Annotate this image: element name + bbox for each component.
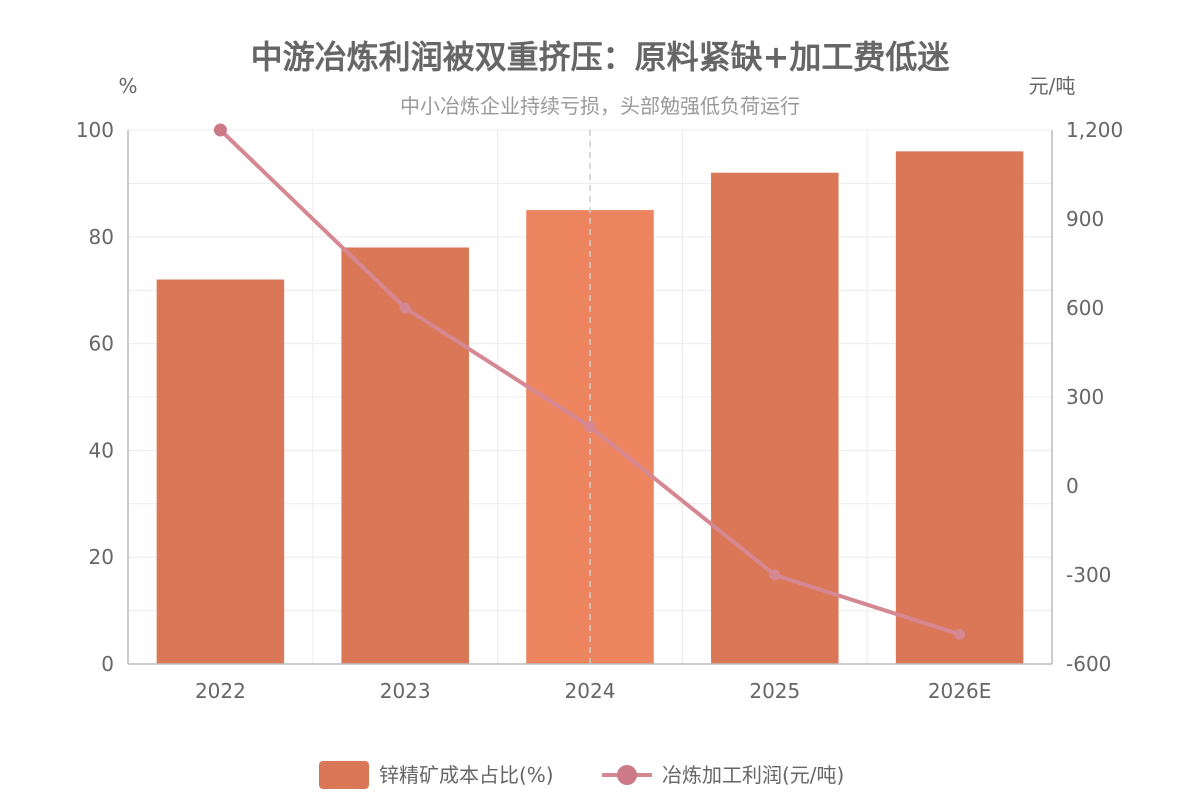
bar-2022 bbox=[156, 279, 285, 664]
right-tick-label: 600 bbox=[1066, 296, 1104, 320]
x-tick-label: 2024 bbox=[565, 679, 616, 703]
left-tick-label: 60 bbox=[89, 332, 114, 356]
left-axis-unit: % bbox=[118, 74, 137, 98]
x-tick-label: 2022 bbox=[195, 679, 246, 703]
legend-swatch-marker[interactable] bbox=[617, 765, 637, 785]
x-tick-label: 2023 bbox=[380, 679, 431, 703]
profit-point-2022 bbox=[213, 123, 227, 137]
left-tick-label: 100 bbox=[76, 118, 114, 142]
profit-point-2026E bbox=[954, 628, 966, 640]
left-tick-label: 80 bbox=[89, 225, 114, 249]
right-tick-label: 900 bbox=[1066, 207, 1104, 231]
legend[interactable]: 锌精矿成本占比(%) 冶炼加工利润(元/吨) bbox=[319, 761, 844, 789]
right-tick-label: -300 bbox=[1066, 563, 1111, 587]
x-tick-label: 2026E bbox=[928, 679, 992, 703]
right-tick-label: 1,200 bbox=[1066, 118, 1123, 142]
right-axis-unit: 元/吨 bbox=[1029, 74, 1076, 98]
legend-label-line[interactable]: 冶炼加工利润(元/吨) bbox=[662, 763, 844, 787]
x-tick-label: 2025 bbox=[749, 679, 800, 703]
right-tick-label: -600 bbox=[1066, 652, 1111, 676]
bar-2023 bbox=[341, 247, 469, 665]
line-series bbox=[213, 123, 966, 640]
left-tick-label: 20 bbox=[89, 545, 114, 569]
right-tick-label: 300 bbox=[1066, 385, 1104, 409]
bar-series bbox=[156, 130, 1024, 665]
legend-swatch-bar[interactable] bbox=[319, 761, 369, 789]
left-tick-label: 40 bbox=[89, 438, 114, 462]
axes: 0 20 40 60 80 100 -600 -300 0 300 600 900 1,200 2022 2… bbox=[76, 118, 1123, 703]
legend-label-bar[interactable]: 锌精矿成本占比(%) bbox=[379, 763, 554, 787]
profit-point-2023 bbox=[399, 302, 411, 314]
bar-2026E bbox=[895, 151, 1024, 665]
chart-subtitle: 中小冶炼企业持续亏损，头部勉强低负荷运行 bbox=[400, 94, 800, 118]
right-tick-label: 0 bbox=[1066, 474, 1079, 498]
left-tick-label: 0 bbox=[101, 652, 114, 676]
profit-point-2024 bbox=[584, 421, 596, 433]
profit-point-2025 bbox=[769, 569, 781, 581]
bar-2025 bbox=[711, 172, 839, 664]
chart-title: 中游冶炼利润被双重挤压：原料紧缺+加工费低迷 bbox=[251, 38, 951, 76]
